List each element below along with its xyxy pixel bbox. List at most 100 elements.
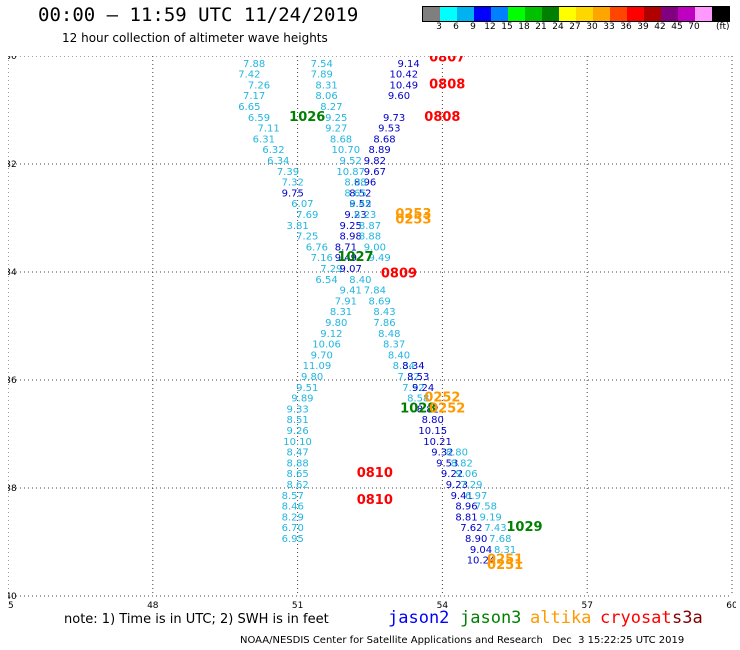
page-title: 00:00 – 11:59 UTC 11/24/2019 xyxy=(38,4,359,26)
wave-height-value: 6.97 xyxy=(465,491,487,502)
wave-height-value: 8.31 xyxy=(315,80,337,91)
pass-time-label: 1029 xyxy=(506,520,542,535)
pass-time-label: 1027 xyxy=(337,250,373,265)
wave-height-value: 9.49 xyxy=(369,253,391,264)
colorbar-tick-label: 21 xyxy=(535,22,547,32)
colorbar-tick-label: 24 xyxy=(552,22,564,32)
pass-time-label: 0808 xyxy=(429,77,465,92)
wave-height-value: 10.10 xyxy=(283,437,312,448)
wave-height-value: 8.46 xyxy=(282,502,304,513)
colorbar-tick-label: 15 xyxy=(501,22,513,32)
wave-height-value: 8.45 xyxy=(349,199,371,210)
wave-height-value: 8.31 xyxy=(494,545,516,556)
wave-height-value: 6.54 xyxy=(315,275,337,286)
wave-height-value: 7.62 xyxy=(460,523,482,534)
wave-height-value: 6.95 xyxy=(282,534,304,545)
wave-height-value: 7.84 xyxy=(364,286,386,297)
wave-height-value: 9.53 xyxy=(436,458,458,469)
colorbar-swatch xyxy=(423,7,440,21)
pass-time-label: 0251 xyxy=(487,553,523,568)
wave-height-value: 9.07 xyxy=(340,264,362,275)
wave-height-value: 7.86 xyxy=(373,318,395,329)
colorbar-swatch xyxy=(678,7,695,21)
colorbar-tick-label: 42 xyxy=(654,22,666,32)
colorbar-swatch xyxy=(559,7,576,21)
wave-height-value: 8.82 xyxy=(417,404,439,415)
wave-height-value: 6.31 xyxy=(253,134,275,145)
colorbar-swatch xyxy=(593,7,610,21)
wave-height-value: 7.09 xyxy=(248,56,270,59)
y-tick-label: -30 xyxy=(8,56,17,62)
colorbar-ticks: 3 6 9 12 15 18 21 24 27 30 33 36 39 42 45 70 xyxy=(422,22,728,34)
colorbar-tick-label: 39 xyxy=(637,22,649,32)
pass-time-label: 1026 xyxy=(289,110,325,125)
note-text: note: 1) Time is in UTC; 2) SWH is in fe… xyxy=(64,612,329,627)
wave-height-value: 8.87 xyxy=(359,221,381,232)
wave-height-value: 7.43 xyxy=(484,523,506,534)
wave-height-value: 7.91 xyxy=(335,296,357,307)
wave-height-value: 9.25 xyxy=(325,113,347,124)
wave-height-value: 9.75 xyxy=(282,188,304,199)
wave-height-value: 8.82 xyxy=(451,458,473,469)
colorbar-swatch xyxy=(542,7,559,21)
wave-height-value: 9.23 xyxy=(446,480,468,491)
y-tick-label: -38 xyxy=(8,484,17,494)
wave-height-value: 9.70 xyxy=(311,350,333,361)
wave-height-value: 7.32 xyxy=(397,372,419,383)
wave-height-value: 9.52 xyxy=(340,156,362,167)
wave-height-value: 7.25 xyxy=(296,232,318,243)
wave-height-value: 7.29 xyxy=(320,264,342,275)
wave-height-value: 8.71 xyxy=(335,242,357,253)
wave-height-value: 9.73 xyxy=(383,113,405,124)
wave-height-value: 9.06 xyxy=(455,469,477,480)
wave-height-value: 8.53 xyxy=(407,372,429,383)
colorbar-swatch xyxy=(695,7,712,21)
wave-height-value: 6.70 xyxy=(282,523,304,534)
y-tick-label: -36 xyxy=(8,376,17,386)
wave-height-value: 8.98 xyxy=(340,232,362,243)
colorbar-tick-label: 6 xyxy=(453,22,459,32)
colorbar-tick-label: 12 xyxy=(484,22,496,32)
wave-height-value: 10.24 xyxy=(467,556,496,567)
wave-height-value: 8.89 xyxy=(369,145,391,156)
colorbar-tick-label: 33 xyxy=(603,22,615,32)
wave-height-value: 7.29 xyxy=(460,480,482,491)
wave-height-value: 8.52 xyxy=(349,188,371,199)
colorbar-swatch xyxy=(661,7,678,21)
legend-jason3: jason3 xyxy=(460,608,522,628)
wave-height-value: 8.29 xyxy=(282,512,304,523)
pass-time-label: 0251 xyxy=(487,558,523,573)
wave-height-value: 9.12 xyxy=(320,329,342,340)
colorbar-tick-label: 30 xyxy=(586,22,598,32)
wave-height-value: 9.52 xyxy=(349,199,371,210)
wave-height-value: 8.62 xyxy=(286,480,308,491)
pass-time-label: 1028 xyxy=(400,401,436,416)
pass-time-label: 0809 xyxy=(381,266,417,281)
wave-height-value: 9.24 xyxy=(412,383,434,394)
wave-height-value: 7.69 xyxy=(296,210,318,221)
wave-height-value: 3.81 xyxy=(286,221,308,232)
credit-text: NOAA/NESDIS Center for Satellite Applica… xyxy=(240,635,685,646)
wave-height-value: 8.34 xyxy=(402,361,424,372)
wave-height-value: 8.88 xyxy=(359,232,381,243)
x-tick-label: 60 xyxy=(726,601,736,611)
pass-time-label: 0807 xyxy=(429,56,465,65)
colorbar-swatch xyxy=(457,7,474,21)
wave-height-value: 8.96 xyxy=(455,502,477,513)
wave-height-value: 8.96 xyxy=(354,178,376,189)
wave-height-value: 7.58 xyxy=(475,502,497,513)
colorbar-tick-label: 70 xyxy=(688,22,700,32)
wave-height-value: 8.27 xyxy=(320,102,342,113)
wave-height-value: 7.52 xyxy=(402,383,424,394)
wave-height-value: 7.16 xyxy=(311,253,333,264)
wave-height-value: 10.15 xyxy=(418,426,447,437)
wave-height-value: 11.09 xyxy=(303,361,332,372)
wave-height-value: 6.32 xyxy=(262,145,284,156)
wave-height-value: 9.67 xyxy=(364,167,386,178)
wave-height-value: 8.81 xyxy=(455,512,477,523)
colorbar-tick-label: 3 xyxy=(436,22,442,32)
wave-height-value: 8.57 xyxy=(282,491,304,502)
wave-height-value: 6.59 xyxy=(248,113,270,124)
x-tick-label: 51 xyxy=(292,601,303,611)
wave-height-value: 8.40 xyxy=(349,275,371,286)
